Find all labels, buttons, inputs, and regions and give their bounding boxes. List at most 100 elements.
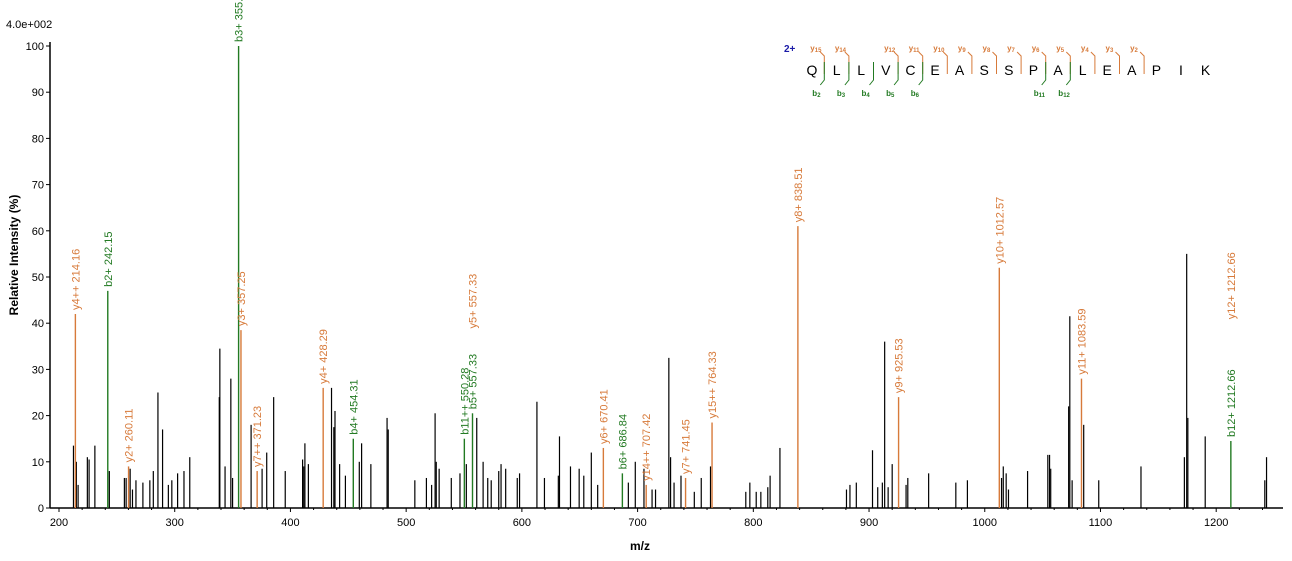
y-ion-number: 3 (1110, 48, 1114, 54)
y-ion-bracket (1115, 51, 1120, 74)
y-ion-bracket (893, 51, 899, 74)
y-ion-bracket (1041, 51, 1047, 74)
sequence-residue: L (1079, 62, 1087, 78)
x-tick-label: 300 (166, 517, 184, 529)
y-tick-label: 100 (26, 41, 44, 53)
y-ion-label: y5 (1056, 44, 1064, 54)
b-ion-bracket (869, 62, 874, 86)
y-ion-label: y4 (1081, 44, 1089, 54)
y-tick-label: 10 (32, 457, 44, 469)
y-tick-label: 30 (32, 364, 44, 376)
peak-label: y14++ 707.42 (641, 414, 653, 481)
peak-label: b12+ 1212.66 (1226, 369, 1238, 437)
y-axis-title: Relative Intensity (%) (7, 195, 21, 316)
peak-label: y7++ 371.23 (252, 406, 264, 467)
peak-label: b4+ 454.31 (348, 379, 360, 434)
intensity-scale-label: 4.0e+002 (6, 19, 52, 31)
y-ion-number: 15 (815, 48, 822, 54)
b-ion-label: b6 (911, 89, 920, 99)
sequence-residue: Q (807, 62, 818, 78)
y-ion-bracket (1090, 51, 1096, 74)
y-ion-label: y2 (1130, 44, 1138, 54)
b-ion-bracket (1041, 62, 1047, 86)
y-tick-label: 70 (32, 180, 44, 192)
y-ion-number: 6 (1036, 48, 1040, 54)
y-ion-label: y9 (958, 44, 966, 54)
sequence-residue: P (1029, 62, 1038, 78)
sequence-residue: S (980, 62, 989, 78)
y-ion-label: y3 (1106, 44, 1114, 54)
peak-label: y4++ 214.16 (70, 249, 82, 310)
y-ion-label: y6 (1032, 44, 1040, 54)
y-ion-bracket (819, 51, 825, 74)
sequence-residue: S (1004, 62, 1013, 78)
y-ion-bracket (844, 51, 850, 74)
y-tick-label: 40 (32, 318, 44, 330)
x-tick-label: 900 (860, 517, 878, 529)
peak-label: b6+ 686.84 (617, 414, 629, 469)
y-ion-number: 4 (1085, 48, 1089, 54)
y-tick-label: 50 (32, 272, 44, 284)
b-ion-number: 2 (817, 93, 821, 99)
b-ion-bracket (1065, 62, 1071, 86)
b-ion-label: b11 (1034, 89, 1046, 99)
x-tick-label: 600 (513, 517, 531, 529)
peak-label: y4+ 428.29 (318, 329, 330, 384)
b-ion-number: 4 (866, 93, 870, 99)
b-ion-bracket (918, 62, 924, 86)
peak-label: y9+ 925.53 (894, 338, 906, 393)
b-ion-label: b5 (886, 89, 895, 99)
y-ion-bracket (942, 51, 948, 74)
b-ion-number: 11 (1039, 93, 1046, 99)
peak-label: y7+ 741.45 (681, 419, 693, 474)
b-ion-bracket (819, 62, 825, 86)
sequence-residue: L (857, 62, 865, 78)
x-tick-label: 700 (628, 517, 646, 529)
y-ion-number: 9 (962, 48, 966, 54)
peak-label: b3+ 355.2 (234, 0, 246, 42)
b-ion-label: b2 (812, 89, 821, 99)
peak-label: b2+ 242.15 (103, 231, 115, 286)
x-tick-label: 1200 (1204, 517, 1228, 529)
x-tick-label: 800 (744, 517, 762, 529)
y-ion-bracket (992, 51, 997, 74)
y-ion-number: 5 (1061, 48, 1065, 54)
peak-label: y12+ 1212.66 (1226, 252, 1238, 319)
b-ion-label: b12 (1058, 89, 1070, 99)
sequence-residue: A (1127, 62, 1137, 78)
sequence-residue: I (1179, 62, 1183, 78)
y-ion-number: 7 (1012, 48, 1016, 54)
y-ion-bracket (1016, 51, 1022, 74)
peak-label: y15++ 764.33 (707, 351, 719, 418)
peak-label: y5+ 557.33 (468, 274, 480, 329)
sequence-residue: A (955, 62, 965, 78)
y-ion-label: y12 (884, 44, 896, 54)
x-tick-label: 200 (50, 517, 68, 529)
sequence-residue: L (833, 62, 841, 78)
sequence-residue: P (1152, 62, 1161, 78)
b-ion-number: 6 (916, 93, 920, 99)
peak-label: y10+ 1012.57 (994, 197, 1006, 264)
y-ion-number: 10 (938, 48, 945, 54)
sequence-residue: K (1201, 62, 1211, 78)
peak-label: y11+ 1083.59 (1076, 308, 1088, 374)
sequence-residue: A (1053, 62, 1063, 78)
y-tick-label: 90 (32, 87, 44, 99)
peaks (72, 46, 1268, 508)
axes: 0 10 20 30 40 50 60 70 80 90 100 200 300 400 500 600 700… (26, 41, 1283, 529)
charge-state: 2+ (784, 44, 796, 55)
sequence-residue: C (905, 62, 915, 78)
y-ion-bracket (1139, 51, 1145, 74)
b-ion-bracket (893, 62, 899, 86)
x-tick-label: 1100 (1089, 517, 1113, 529)
b-ion-number: 3 (842, 93, 846, 99)
y-ion-label: y11 (909, 44, 920, 54)
y-ion-bracket (967, 51, 973, 74)
peak-label: y6+ 670.41 (598, 389, 610, 444)
y-ion-number: 8 (987, 48, 991, 54)
x-tick-label: 500 (397, 517, 415, 529)
peak-label: b11++ 550.28 (459, 368, 471, 435)
sequence-residue: E (1103, 62, 1112, 78)
peak-labels: y4++ 214.16 b2+ 242.15 y2+ 260.11 b3+ 355.2… (70, 0, 1237, 481)
x-axis-title: m/z (630, 539, 650, 553)
